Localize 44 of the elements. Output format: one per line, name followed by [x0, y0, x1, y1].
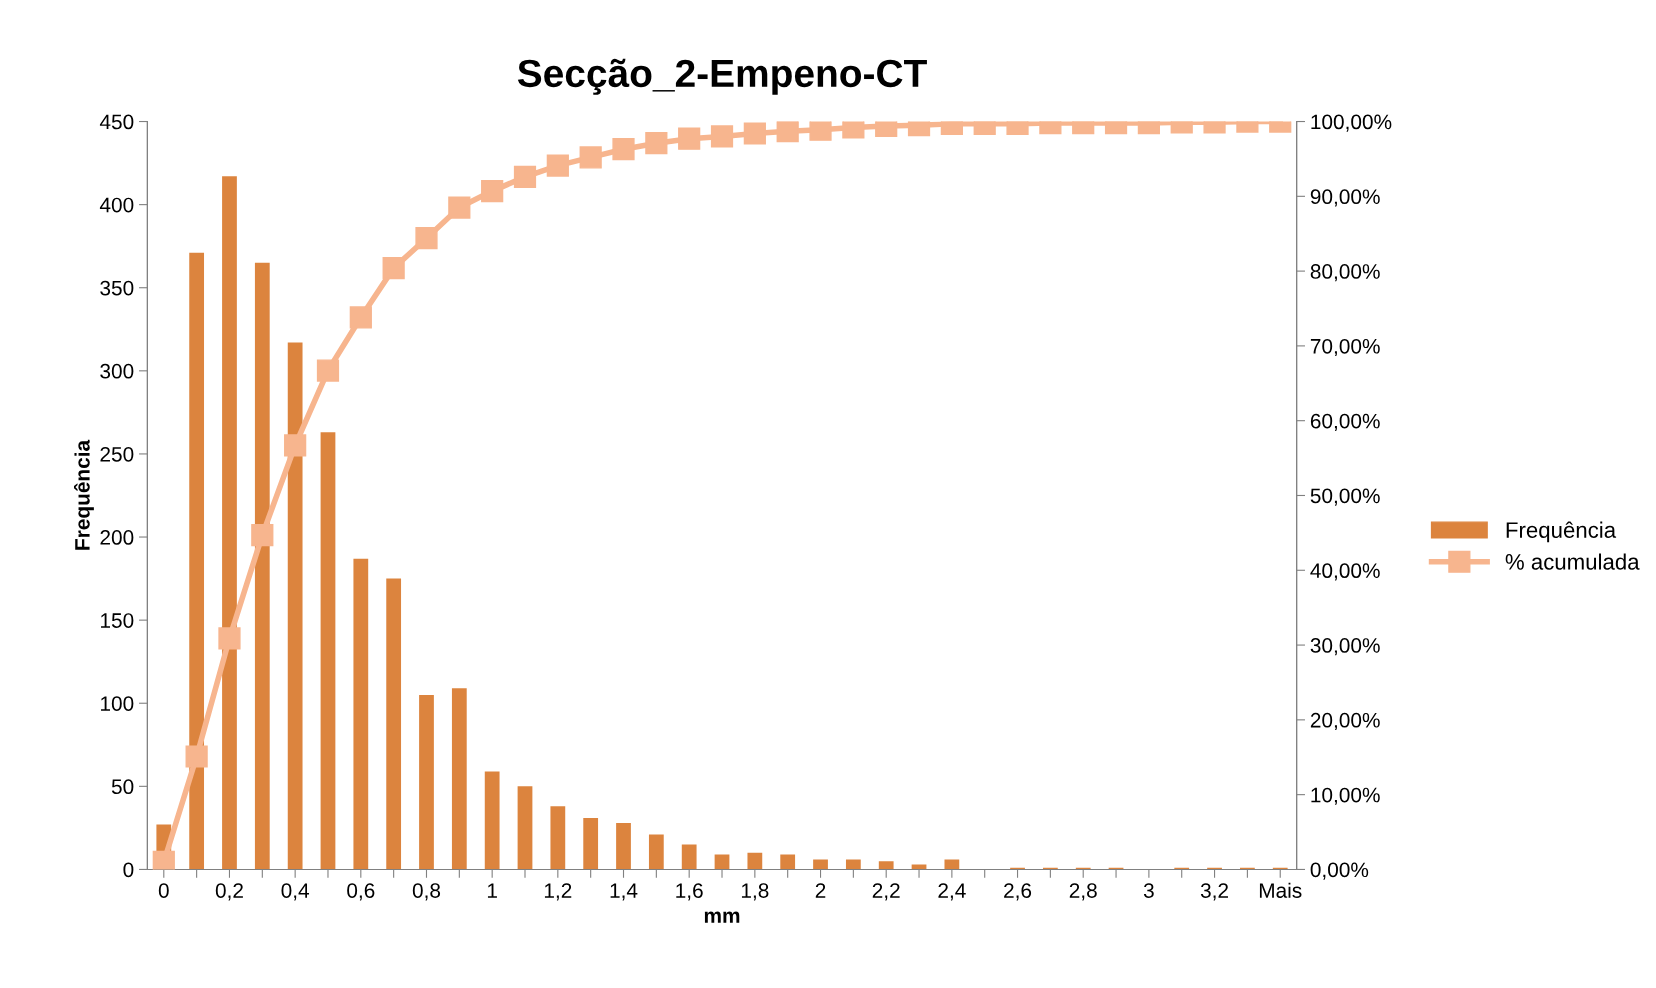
x-axis-title: mm [704, 911, 740, 923]
y-tick-label: 0 [123, 862, 134, 878]
x-tick-label: 1,4 [610, 883, 638, 901]
y-tick-label: 100 [101, 696, 134, 711]
y2-tick-label: 20,00% [1310, 712, 1380, 731]
x-tick-label: 2,6 [1004, 883, 1032, 901]
y-tick-label: 150 [101, 613, 134, 628]
y2-tick-label: 50,00% [1310, 488, 1380, 506]
x-tick-label: 1,8 [741, 883, 769, 901]
y2-tick-label: 10,00% [1311, 787, 1380, 805]
y2-tick-label: 90,00% [1310, 189, 1380, 207]
x-tick-label: 0,4 [281, 883, 310, 901]
y2-tick-label: 40,00% [1310, 563, 1380, 581]
y-tick-label: 250 [100, 446, 134, 462]
y-tick-label: 450 [99, 114, 134, 130]
y-axis-title: Frequência [74, 439, 94, 550]
y2-tick-label: 60,00% [1310, 413, 1380, 431]
y2-tick-label: 0,00% [1310, 862, 1369, 880]
y2-tick-label: 80,00% [1310, 264, 1380, 282]
x-tick-label: Mais [1259, 882, 1302, 898]
legend-label: % acumulada [1505, 553, 1640, 570]
x-tick-label: 3 [1143, 883, 1154, 898]
legend-label: Frequência [1506, 521, 1617, 543]
chart-title: Secção_2-Empeno-CT [517, 58, 927, 95]
y-tick-label: 350 [100, 280, 134, 296]
x-tick-label: 0 [158, 883, 169, 898]
x-tick-label: 2 [815, 883, 826, 898]
x-tick-label: 1,6 [676, 883, 703, 901]
x-tick-label: 1 [487, 883, 497, 898]
x-tick-label: 3,2 [1200, 883, 1228, 901]
y2-tick-label: 70,00% [1310, 338, 1380, 357]
x-tick-label: 2,8 [1069, 883, 1097, 901]
x-tick-label: 0,8 [412, 883, 441, 901]
y-tick-label: 400 [99, 197, 134, 213]
x-tick-label: 1,2 [544, 883, 572, 901]
x-tick-label: 2,2 [872, 883, 900, 901]
x-tick-label: 0,6 [347, 883, 375, 901]
y-tick-label: 300 [100, 363, 134, 379]
x-tick-label: 0,2 [215, 883, 243, 901]
y-tick-label: 200 [100, 530, 134, 545]
y-tick-label: 50 [111, 779, 134, 795]
x-tick-label: 2,4 [938, 883, 966, 901]
y2-tick-label: 30,00% [1310, 638, 1380, 656]
y2-tick-label: 100,00% [1311, 114, 1392, 132]
